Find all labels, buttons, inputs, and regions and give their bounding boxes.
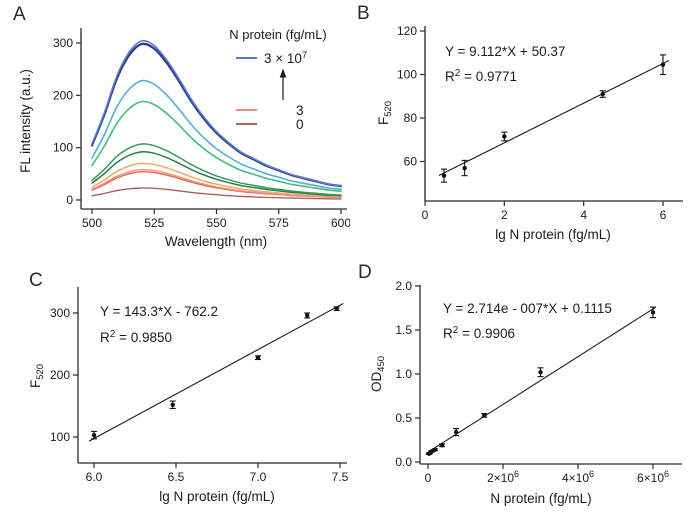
- r-squared-label: R2 = 0.9906: [443, 325, 515, 341]
- data-point: [482, 413, 487, 418]
- x-tick-label: 6×106: [637, 469, 669, 485]
- equation-label: Y = 9.112*X + 50.37: [445, 44, 565, 59]
- x-tick-label: 0: [422, 208, 429, 222]
- x-tick-label: 550: [206, 216, 226, 230]
- x-tick-label: 6.0: [86, 470, 103, 484]
- elisa-scatter-chart-d: 0 2×106 4×106 6×106 0.0 0.5 1.0 1.5 2.0 N protein…: [369, 279, 682, 506]
- y-tick-label: 0: [66, 193, 73, 207]
- fit-line: [438, 60, 670, 177]
- legend-entry-label: 0: [296, 117, 304, 132]
- y-axis-title: FL intensity (a.u.): [18, 69, 33, 173]
- fluorescence-spectra-chart: 500 525 550 575 600 0 100 200 300 Wavelength (nm)…: [18, 27, 350, 249]
- fit-line: [88, 302, 344, 442]
- x-tick-label: 6.5: [168, 470, 185, 484]
- calibration-scatter-chart-b: 0 2 4 6 60 80 100 120 lg N protein (fg/mL) F520 Y …: [376, 24, 683, 242]
- data-point: [600, 91, 605, 97]
- y-tick-label: 1.0: [395, 367, 412, 381]
- x-tick-label: 4: [580, 208, 587, 222]
- data-point: [255, 355, 261, 360]
- y-tick-label: 60: [404, 155, 418, 169]
- arrow-up-icon: [279, 68, 287, 78]
- data-point: [462, 165, 467, 171]
- panel-C: C 6.0 6.5 7.0 7.5 100 200 300 lg N protein (fg/…: [0, 259, 350, 518]
- calibration-scatter-chart-c: 6.0 6.5 7.0 7.5 100 200 300 lg N protein (fg/mL…: [28, 287, 349, 504]
- x-tick-label: 4×106: [562, 469, 594, 485]
- data-point: [439, 443, 445, 448]
- y-tick-label: 0.0: [395, 455, 412, 469]
- legend-entry-label: 3: [296, 103, 304, 118]
- y-tick-label: 120: [397, 24, 417, 38]
- x-axis-title: lg N protein (fg/mL): [495, 227, 611, 242]
- y-tick-label: 2.0: [395, 279, 412, 293]
- x-tick-label: 575: [269, 216, 289, 230]
- r-squared-label: R2 = 0.9850: [100, 329, 172, 345]
- data-point: [91, 432, 97, 438]
- y-tick-label: 100: [50, 430, 70, 444]
- y-tick-label: 100: [397, 68, 417, 82]
- x-tick-label: 525: [144, 216, 164, 230]
- spectrum-curve-4: [91, 151, 342, 197]
- spectrum-curve-9: [91, 39, 342, 187]
- x-tick-label: 7.5: [332, 470, 349, 484]
- x-tick-label: 600: [331, 216, 350, 230]
- y-axis-title: F520: [376, 101, 394, 125]
- legend-entry-label: 3 × 107: [264, 50, 307, 66]
- spectrum-curve-7: [91, 79, 342, 191]
- y-tick-label: 100: [53, 141, 73, 155]
- y-tick-label: 0.5: [395, 411, 412, 425]
- spectrum-curve-8: [90, 42, 343, 188]
- y-tick-label: 80: [404, 111, 418, 125]
- fit-line: [428, 306, 656, 452]
- spectrum-curve-6: [91, 100, 342, 192]
- equation-label: Y = 143.3*X - 762.2: [100, 304, 218, 319]
- panel-b-label: B: [357, 3, 370, 24]
- panel-D: D 0 2×106 4×106 6×106 0.0 0.5 1.0 1.5 2.0 N prote…: [350, 259, 700, 518]
- data-point: [538, 370, 543, 375]
- x-axis-title: N protein (fg/mL): [490, 491, 591, 506]
- y-tick-label: 300: [50, 306, 70, 320]
- panel-d-label: D: [358, 262, 372, 283]
- data-point: [660, 62, 666, 67]
- x-tick-label: 6: [660, 208, 667, 222]
- y-tick-label: 200: [50, 368, 70, 382]
- spectrum-curve-3: [91, 162, 342, 198]
- x-axis-title: Wavelength (nm): [165, 234, 267, 249]
- spectrum-curve-5: [91, 143, 342, 196]
- data-point: [432, 447, 438, 452]
- x-tick-label: 2: [501, 208, 508, 222]
- x-tick-label: 500: [82, 216, 102, 230]
- panel-B: B 0 2 4 6 60 80 100 120 lg N protein (fg/mL) F520…: [350, 0, 700, 259]
- x-axis-title: lg N protein (fg/mL): [159, 489, 275, 504]
- panel-a-label: A: [13, 4, 26, 25]
- y-tick-label: 1.5: [395, 323, 412, 337]
- y-axis-title: OD450: [369, 356, 387, 392]
- data-point: [502, 134, 507, 139]
- y-tick-label: 200: [53, 88, 73, 102]
- spectrum-curve-0: [91, 187, 342, 200]
- x-tick-label: 2×106: [487, 469, 519, 485]
- panel-c-label: C: [29, 270, 43, 291]
- panel-A: A 500 525 550 575 600 0 100 200 300 Wavelength (n…: [0, 0, 350, 259]
- spectrum-curve-2: [91, 168, 342, 198]
- r-squared-label: R2 = 0.9771: [445, 68, 517, 84]
- data-point: [170, 402, 175, 407]
- data-point: [334, 306, 339, 311]
- data-point: [305, 313, 310, 318]
- data-point: [453, 429, 459, 435]
- equation-label: Y = 2.714e - 007*X + 0.1115: [443, 301, 612, 316]
- x-tick-label: 0: [425, 471, 432, 485]
- x-tick-label: 7.0: [250, 470, 267, 484]
- data-point: [650, 310, 656, 315]
- y-tick-label: 300: [53, 36, 73, 50]
- data-point: [441, 173, 447, 178]
- legend-title: N protein (fg/mL): [229, 27, 327, 42]
- y-axis-title: F520: [28, 364, 46, 388]
